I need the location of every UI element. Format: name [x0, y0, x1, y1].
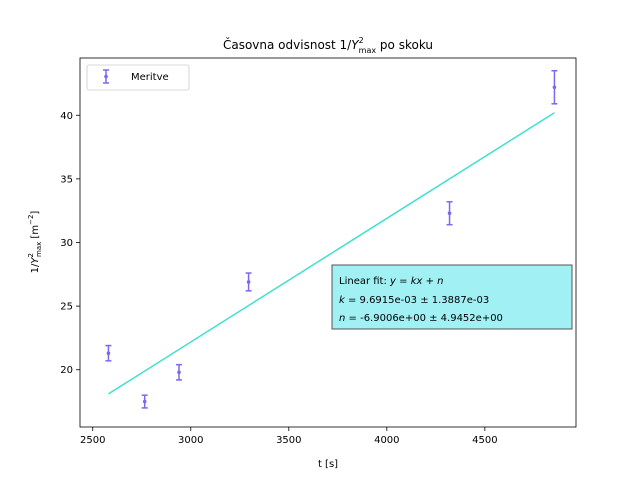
fit-info-line1-y: y: [389, 276, 397, 287]
fit-info-line3-val: = -6.9006e+00 ± 4.9452e+00: [345, 313, 503, 324]
fit-info-line1-plus: +: [422, 276, 437, 287]
fit-info-background: [331, 264, 573, 330]
x-tick-label: 3500: [276, 435, 301, 446]
y-axis-label: 1/Y2max [m−2]: [27, 211, 43, 274]
x-ticks: 2500 3000 3500 4000 4500: [80, 427, 498, 446]
legend-marker: [104, 74, 108, 79]
plot-area: [79, 57, 577, 428]
fit-info-line1-pre: Linear fit:: [339, 276, 390, 287]
y-axis-label-y: Y: [30, 257, 41, 264]
fit-info-line2: k = 9.6915e-03 ± 1.3887e-03: [339, 295, 489, 306]
fit-info-line1-kx: kx: [411, 276, 423, 287]
y-axis-label-unit-sup: −2: [27, 215, 35, 225]
y-tick-label: 35: [60, 174, 73, 185]
points-layer: [105, 69, 558, 409]
legend-label: Meritve: [131, 72, 169, 83]
data-point: [106, 351, 111, 356]
data-point: [177, 370, 181, 375]
data-point: [447, 211, 452, 216]
data-point: [142, 399, 147, 404]
y-axis-label-sup: 2: [27, 253, 35, 257]
y-tick-label: 25: [60, 302, 73, 313]
x-tick-label: 2500: [80, 435, 105, 446]
fit-info-line1-n: n: [437, 276, 443, 287]
y-axis-label-unit-pre: [m: [30, 225, 41, 242]
y-tick-label: 40: [60, 111, 73, 122]
y-axis-label-sub: max: [35, 242, 43, 257]
chart-title-y: Y: [351, 38, 360, 52]
fit-info-line1-eq: =: [396, 276, 411, 287]
legend-box: [86, 64, 190, 91]
chart-title-rest: po skoku: [376, 38, 433, 52]
data-point: [246, 280, 251, 284]
fit-info-line1: Linear fit: y = kx + n: [339, 276, 444, 287]
x-tick-label: 4500: [472, 435, 497, 446]
legend: Meritve: [86, 64, 190, 91]
fit-layer: [108, 112, 555, 395]
x-tick-label: 3000: [178, 435, 203, 446]
chart-title-sub: max: [359, 46, 377, 55]
y-axis-label-unit-post: ]: [30, 211, 41, 215]
data-point-group: [105, 344, 112, 362]
chart-title: Časovna odvisnost 1/Y2 max po skoku: [223, 36, 433, 55]
fit-info-line3-var: n: [339, 313, 345, 324]
data-point-group: [551, 69, 558, 105]
data-point-group: [446, 201, 453, 226]
data-point-group: [176, 363, 183, 381]
y-axis-label-pre: 1/: [30, 263, 41, 273]
fit-line: [108, 112, 555, 395]
fit-info-line3: n = -6.9006e+00 ± 4.9452e+00: [339, 313, 503, 324]
x-tick-label: 4000: [374, 435, 399, 446]
y-tick-label: 20: [60, 365, 73, 376]
data-point-group: [245, 272, 252, 292]
y-ticks: 20 25 30 35 40: [60, 111, 80, 376]
fit-info-line2-val: = 9.6915e-03 ± 1.3887e-03: [345, 295, 489, 306]
chart-title-sup: 2: [359, 36, 364, 45]
chart-title-main: Časovna odvisnost 1/: [223, 37, 352, 52]
fit-info-box: Linear fit: y = kx + n k = 9.6915e-03 ± …: [331, 264, 573, 330]
data-point: [552, 85, 557, 90]
y-tick-label: 30: [60, 238, 73, 249]
fit-info-line2-var: k: [339, 295, 346, 306]
data-point-group: [141, 394, 148, 409]
x-axis-label: t [s]: [318, 459, 338, 470]
